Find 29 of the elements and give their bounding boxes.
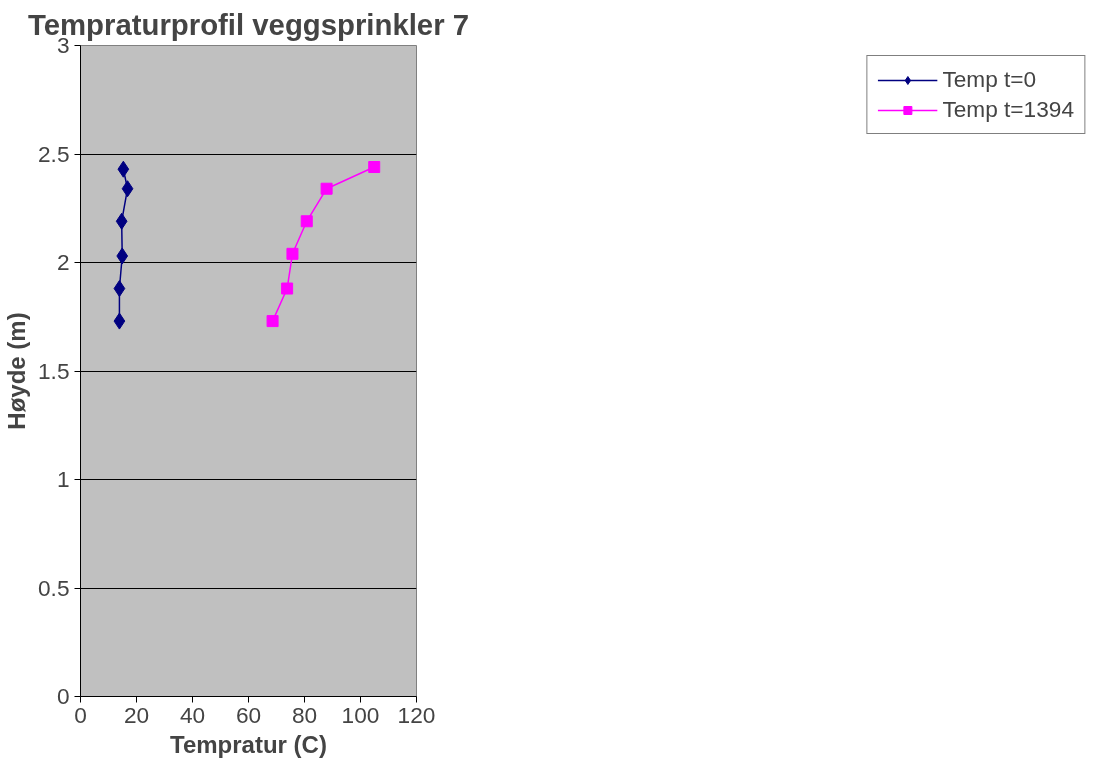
point [116,247,129,265]
point [286,247,299,260]
x-tick-label: 100 [341,701,380,728]
point [117,160,130,178]
point [266,315,279,328]
y-tick-label: 1.5 [38,357,70,384]
point [115,212,128,230]
y-tick-label: 1 [56,466,70,492]
point [113,280,126,298]
y-axis-title: Høyde (m) [3,312,30,430]
point [300,215,313,228]
point [281,282,294,295]
point [121,180,134,198]
point [368,161,381,174]
y-tick-label: 0 [56,683,70,709]
x-tick-label: 40 [179,701,206,728]
legend-label: Temp t=1394 [942,96,1074,123]
x-tick-label: 60 [235,701,262,728]
y-tick-label: 2.5 [38,140,70,167]
point [320,182,333,195]
x-tick-label: 20 [123,701,150,728]
point [113,312,126,330]
x-tick-label: 120 [397,701,436,728]
x-tick-label: 0 [74,701,87,728]
y-tick-label: 2 [56,249,70,275]
x-axis-title: Tempratur (C) [170,730,327,758]
x-tick-label: 80 [291,701,318,728]
y-tick-label: 0.5 [38,574,70,601]
legend-label: Temp t=0 [942,66,1037,93]
